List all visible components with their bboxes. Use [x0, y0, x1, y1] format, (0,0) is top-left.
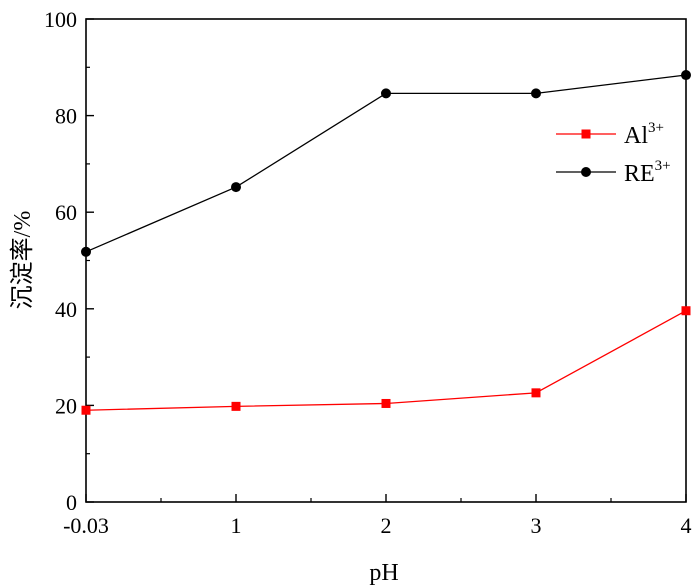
legend: Al3+ RE3+	[556, 120, 671, 187]
re-series-line	[85, 74, 687, 253]
x-tick-label: 3	[531, 513, 542, 538]
re-series-point	[681, 70, 691, 81]
al-series-point	[531, 388, 541, 398]
al-series-point	[681, 306, 691, 316]
re-series-point	[231, 182, 241, 193]
y-tick-label: 20	[55, 393, 77, 418]
re-series-point	[81, 246, 91, 257]
x-tick-label: -0.03	[63, 513, 109, 538]
re-legend-marker	[581, 167, 591, 177]
re-series-point	[531, 88, 541, 99]
series-layer	[81, 70, 691, 415]
x-tick-label: 4	[681, 513, 692, 538]
al-legend-marker	[581, 129, 591, 139]
y-tick-label: 80	[55, 104, 77, 129]
re-legend-label: RE3+	[624, 158, 671, 187]
y-tick-label: 40	[55, 297, 77, 322]
y-tick-label: 0	[66, 490, 77, 515]
x-tick-label: 2	[381, 513, 392, 538]
al-legend-label: Al3+	[624, 120, 664, 149]
x-tick-label: 1	[231, 513, 242, 538]
al-series-point	[81, 405, 91, 415]
re-series-point	[381, 88, 391, 99]
al-series-point	[381, 398, 391, 408]
y-tick-label: 100	[44, 7, 77, 32]
al-series-point	[231, 401, 241, 411]
al-series-line	[85, 310, 687, 411]
y-tick-label: 60	[55, 200, 77, 225]
y-axis-title: 沉淀率/%	[9, 211, 36, 310]
x-axis-title: pH	[369, 560, 398, 586]
